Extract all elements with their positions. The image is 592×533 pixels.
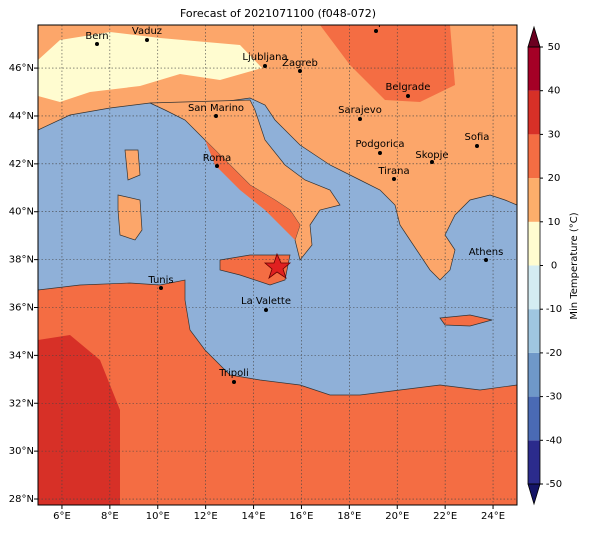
y-tick-label: 40°N (9, 207, 34, 218)
city-label: Athens (469, 247, 504, 258)
colorbar-tick-label: 20 (548, 173, 561, 184)
y-tick-label: 36°N (9, 302, 34, 313)
city-dot (358, 117, 362, 121)
colorbar-segment (528, 396, 540, 441)
colorbar-tick-label: -20 (546, 348, 562, 359)
y-tick-label: 42°N (9, 159, 34, 170)
colorbar-segment (528, 47, 540, 91)
colorbar-tick-label: 30 (548, 129, 561, 140)
x-tick-label: 10°E (146, 511, 170, 522)
city-label: Tripoli (218, 368, 249, 379)
city-label: La Valette (241, 296, 291, 307)
colorbar-segment (528, 265, 540, 310)
colorbar-segment (528, 134, 540, 179)
x-tick-label: 6°E (53, 511, 71, 522)
city-dot (484, 258, 488, 262)
city-label: Roma (203, 153, 232, 164)
y-tick-label: 30°N (9, 446, 34, 457)
colorbar-tick-label: 0 (551, 261, 557, 272)
map-frame (37, 24, 518, 506)
city-label: Zagreb (282, 58, 318, 69)
colorbar-tick-label: -10 (546, 304, 562, 315)
city-label: Tunis (147, 275, 173, 286)
city-label: Tirana (377, 166, 409, 177)
city-label: Budapest (352, 17, 399, 28)
city-label: Skopje (415, 150, 448, 161)
colorbar: -50 -40 -30 -20 -10 0 10 20 30 40 50 (527, 25, 562, 506)
city-dot (159, 286, 163, 290)
grid (38, 25, 517, 505)
colorbar-segment (528, 178, 540, 222)
city-dot (264, 308, 268, 312)
city-dot (430, 160, 434, 164)
city-label: Vaduz (132, 26, 162, 37)
y-tick-label: 32°N (9, 398, 34, 409)
y-tick-label: 34°N (9, 350, 34, 361)
warm-coast (205, 140, 300, 240)
city-dot (406, 94, 410, 98)
city-dot (475, 144, 479, 148)
y-tick-label: 28°N (9, 494, 34, 505)
colorbar-extend-bottom (527, 483, 541, 506)
colorbar-segment (528, 90, 540, 135)
colorbar-tick-label: -30 (546, 392, 562, 403)
city-label: Belgrade (386, 82, 431, 93)
city-label: Ljubljana (242, 52, 287, 63)
x-tick-label: 22°E (433, 511, 457, 522)
colorbar-label: Min Temperature (°C) (569, 212, 580, 319)
x-tick-label: 8°E (101, 511, 119, 522)
city-label: Sarajevo (338, 105, 382, 116)
x-tick-label: 12°E (194, 511, 218, 522)
city-dot (232, 380, 236, 384)
y-tick-label: 44°N (9, 111, 34, 122)
sardinia (117, 194, 143, 241)
sicily (219, 254, 291, 286)
y-tick-label: 38°N (9, 255, 34, 266)
x-tick-label: 24°E (481, 511, 505, 522)
map: Budapest Bern Vaduz Ljubljana Zagreb Bel… (38, 17, 517, 505)
colorbar-segment (528, 221, 540, 266)
city-dot (145, 38, 149, 42)
x-tick-label: 16°E (289, 511, 313, 522)
warm-region (320, 25, 455, 102)
x-tick-label: 20°E (385, 511, 409, 522)
title: Forecast of 2021071100 (f048-072) (180, 7, 376, 20)
city-dot (263, 64, 267, 68)
city-dot (214, 114, 218, 118)
hot-region (38, 335, 120, 505)
colorbar-tick-label: -50 (546, 479, 562, 490)
colorbar-tick-label: 50 (548, 42, 561, 53)
x-tick-label: 18°E (337, 511, 361, 522)
city-dot (95, 42, 99, 46)
colorbar-segment (528, 352, 540, 397)
cities: Budapest Bern Vaduz Ljubljana Zagreb Bel… (85, 17, 504, 384)
colorbar-segment (528, 309, 540, 353)
corsica (124, 149, 141, 181)
colorbar-segment (528, 440, 540, 484)
colorbar-tick-label: 10 (548, 217, 561, 228)
alps-region (38, 32, 262, 102)
y-tick-label: 46°N (9, 63, 34, 74)
city-dot (392, 177, 396, 181)
x-tick-label: 14°E (242, 511, 266, 522)
city-dot (215, 164, 219, 168)
colorbar-tick-label: 40 (548, 86, 561, 97)
colorbar-extend-top (527, 25, 541, 48)
crete (439, 314, 493, 327)
city-label: Sofia (465, 132, 490, 143)
city-label: San Marino (188, 103, 244, 114)
city-dot (374, 29, 378, 33)
star-marker (263, 252, 292, 280)
city-label: Bern (85, 31, 108, 42)
city-label: Podgorica (355, 139, 404, 150)
city-dot (378, 151, 382, 155)
colorbar-tick-label: -40 (546, 435, 562, 446)
city-dot (298, 69, 302, 73)
